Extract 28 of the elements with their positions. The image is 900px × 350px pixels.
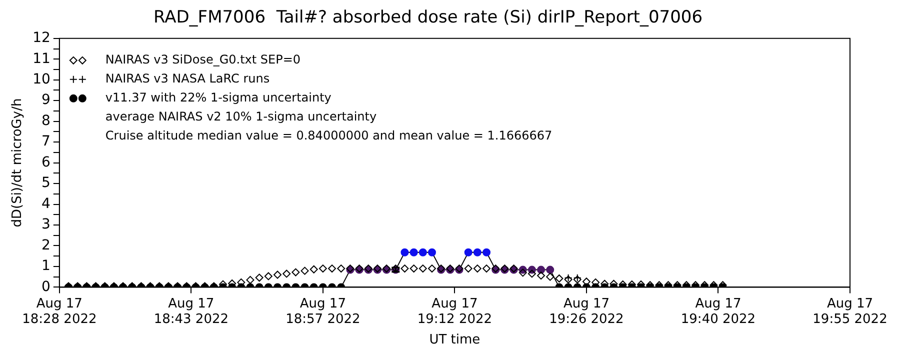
y-tick-label: 8 [41, 112, 50, 129]
x-tick-label: Aug 17 19:26 2022 [549, 296, 624, 327]
y-tick-label: 9 [41, 92, 50, 108]
x-tick-label: Aug 17 19:55 2022 [812, 296, 888, 327]
y-tick-label: 5 [41, 175, 50, 192]
x-tick-label: Aug 17 18:57 2022 [286, 296, 360, 327]
legend-label: NAIRAS v3 SiDose_G0.txt SEP=0 [105, 52, 301, 67]
y-tick-label: 7 [41, 134, 50, 150]
y-tick-label: 10 [32, 72, 50, 88]
y-tick-label: 12 [32, 30, 50, 46]
x-tick-label: Aug 17 18:43 2022 [154, 296, 229, 327]
x-tick-label: Aug 17 19:40 2022 [680, 296, 756, 327]
y-tick-label: 3 [41, 216, 50, 233]
x-tick-label: Aug 17 19:12 2022 [417, 296, 492, 327]
y-tick-label: 1 [41, 258, 50, 274]
legend-label: NAIRAS v3 NASA LaRC runs [105, 72, 270, 86]
y-tick-label: 11 [32, 50, 50, 67]
x-tick-label: Aug 17 18:28 2022 [22, 296, 97, 327]
y-axis-title: dD(Si)/dt microGy/h [10, 98, 26, 228]
legend-label: v11.37 with 22% 1-sigma uncertainty [105, 90, 332, 105]
chart-title: RAD_FM7006 Tail#? absorbed dose rate (Si) dirIP_Report_07006 [153, 8, 703, 28]
x-axis-title: UT time [429, 332, 480, 348]
y-tick-label: 0 [41, 278, 50, 295]
y-tick-label: 4 [41, 196, 50, 212]
annotation: average NAIRAS v2 10% 1-sigma uncertainty [105, 110, 377, 124]
y-tick-label: 2 [41, 237, 50, 254]
y-tick-label: 6 [41, 154, 50, 170]
annotation: Cruise altitude median value = 0.84000000 and mean value = 1.1666667 [105, 128, 552, 143]
